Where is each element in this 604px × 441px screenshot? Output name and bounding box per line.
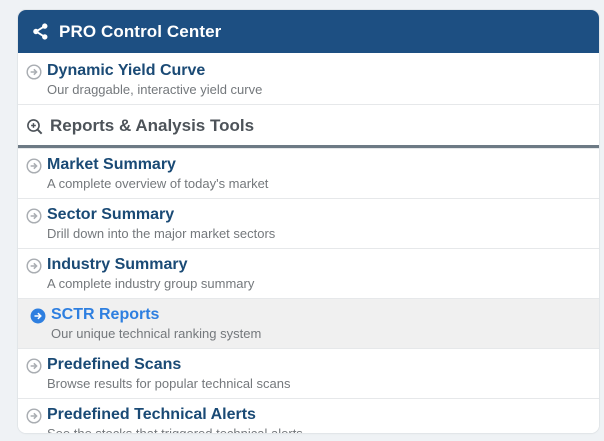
list-item-dynamic-yield-curve[interactable]: Dynamic Yield Curve Our draggable, inter…: [18, 53, 599, 104]
panel-header: PRO Control Center: [18, 10, 599, 53]
list-item-sector-summary[interactable]: Sector Summary Drill down into the major…: [18, 198, 599, 248]
item-subtitle: Our unique technical ranking system: [51, 326, 262, 341]
item-title: Dynamic Yield Curve: [47, 62, 206, 79]
panel-title: PRO Control Center: [59, 21, 222, 41]
zoom-in-icon: [26, 118, 44, 136]
arrow-circle-right-icon: [30, 308, 46, 324]
list-item-market-summary[interactable]: Market Summary A complete overview of to…: [18, 148, 599, 198]
item-title: Industry Summary: [47, 256, 188, 273]
list-item-predefined-technical-alerts[interactable]: Predefined Technical Alerts See the stoc…: [18, 398, 599, 433]
arrow-circle-right-icon: [26, 358, 42, 374]
item-subtitle: A complete industry group summary: [47, 276, 255, 291]
arrow-circle-right-icon: [26, 158, 42, 174]
item-subtitle: Drill down into the major market sectors: [47, 226, 276, 241]
arrow-circle-right-icon: [26, 408, 42, 424]
item-title: Market Summary: [47, 156, 176, 173]
list-item-predefined-scans[interactable]: Predefined Scans Browse results for popu…: [18, 348, 599, 398]
share-alt-icon: [31, 22, 50, 41]
item-title: Predefined Scans: [47, 356, 182, 373]
item-title: SCTR Reports: [51, 306, 160, 323]
arrow-circle-right-icon: [26, 64, 42, 80]
list-item-sctr-reports[interactable]: SCTR Reports Our unique technical rankin…: [18, 298, 599, 348]
arrow-circle-right-icon: [26, 258, 42, 274]
list-item-industry-summary[interactable]: Industry Summary A complete industry gro…: [18, 248, 599, 298]
item-title: Sector Summary: [47, 206, 175, 223]
section-header-reports-analysis-tools: Reports & Analysis Tools: [18, 104, 599, 148]
item-subtitle: A complete overview of today's market: [47, 176, 269, 191]
item-title: Predefined Technical Alerts: [47, 406, 256, 423]
item-subtitle: Browse results for popular technical sca…: [47, 376, 291, 391]
pro-control-center-panel: PRO Control Center Dynamic Yield Curve O…: [18, 10, 599, 433]
item-subtitle: Our draggable, interactive yield curve: [47, 82, 263, 97]
arrow-circle-right-icon: [26, 208, 42, 224]
section-title: Reports & Analysis Tools: [50, 116, 255, 135]
item-subtitle: See the stocks that triggered technical …: [47, 425, 303, 433]
